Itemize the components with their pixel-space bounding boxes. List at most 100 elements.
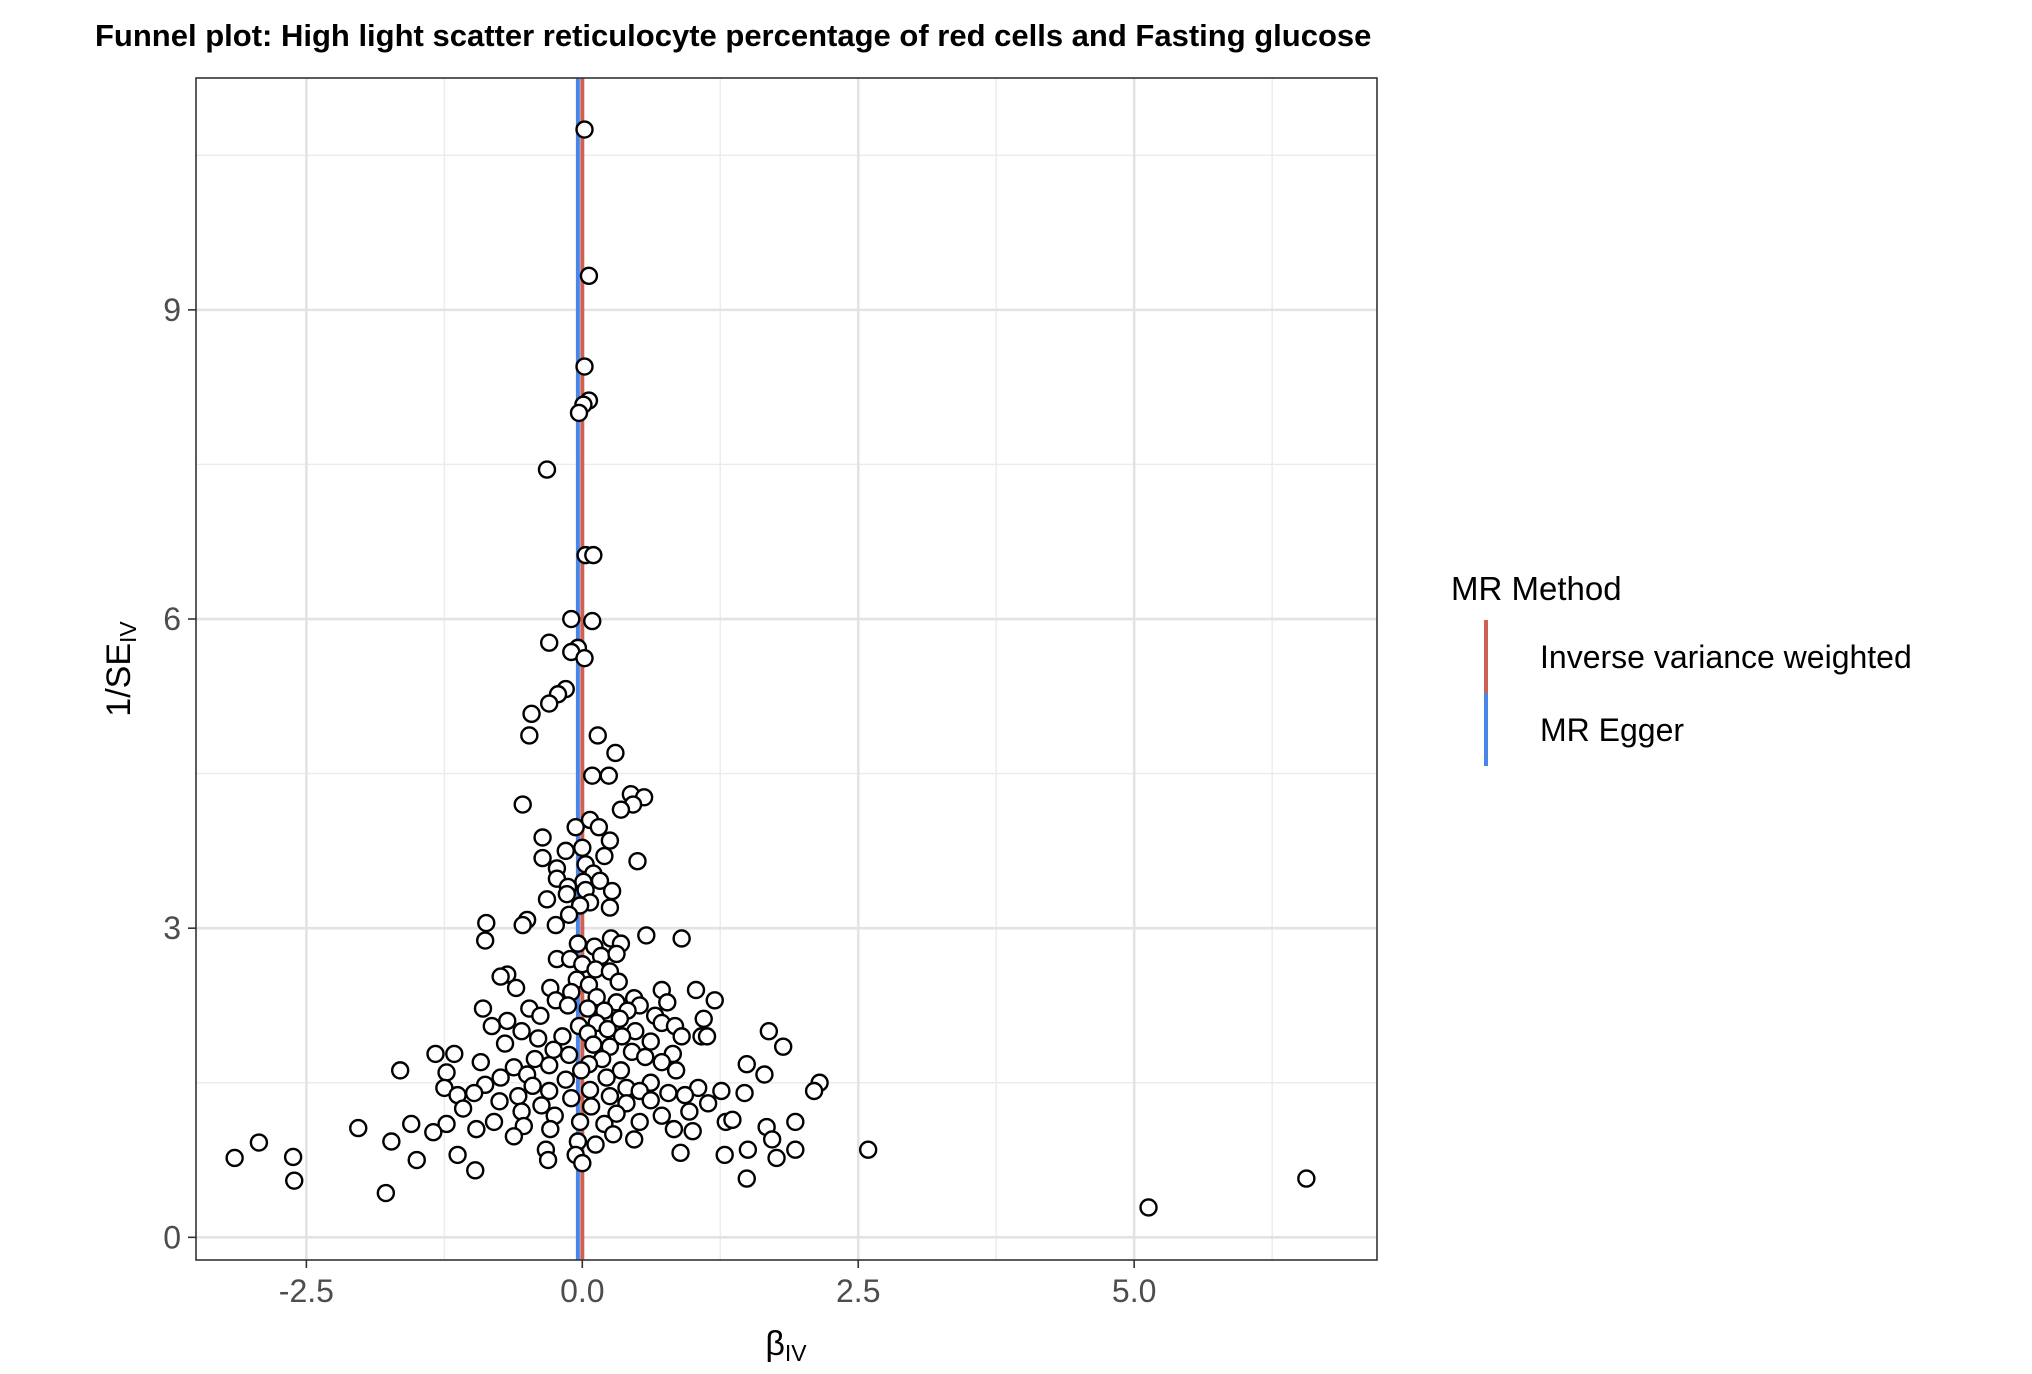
data-point — [390, 1061, 410, 1080]
data-point — [652, 1106, 671, 1125]
x-axis-title-subscript: IV — [785, 1340, 807, 1366]
data-point — [225, 1148, 244, 1168]
data-point — [786, 1112, 805, 1132]
data-point — [562, 609, 581, 629]
data-point — [424, 1123, 443, 1142]
data-point — [683, 1121, 702, 1141]
data-point — [382, 1132, 401, 1151]
data-point — [675, 1085, 695, 1105]
data-point — [583, 611, 602, 631]
data-point — [531, 1006, 550, 1025]
data-point — [556, 1070, 575, 1089]
data-point — [672, 929, 691, 948]
data-point — [664, 1119, 684, 1139]
data-point — [759, 1022, 779, 1041]
data-point — [539, 1056, 559, 1075]
data-point — [762, 1130, 782, 1149]
data-point — [672, 1027, 691, 1046]
data-point — [541, 1119, 560, 1139]
data-point — [495, 1034, 515, 1053]
data-point — [426, 1044, 445, 1064]
data-point — [491, 967, 510, 986]
data-point — [558, 996, 578, 1015]
y-axis: 0 3 6 9 — [163, 292, 196, 1255]
data-point — [590, 871, 610, 890]
data-point — [513, 795, 532, 814]
data-point — [537, 460, 557, 479]
y-tick-label: 9 — [163, 292, 181, 328]
data-point — [575, 648, 594, 668]
data-point — [573, 1153, 592, 1173]
x-axis: -2.5 0.0 2.5 5.0 — [279, 1260, 1156, 1309]
data-point — [484, 1112, 504, 1132]
data-point — [858, 1140, 878, 1159]
data-point — [283, 1147, 303, 1167]
data-point — [553, 1027, 572, 1046]
data-point — [506, 978, 526, 998]
data-point — [475, 931, 495, 950]
data-point — [580, 1080, 600, 1100]
data-point — [491, 1068, 510, 1087]
data-point — [528, 1029, 548, 1048]
data-point — [586, 1135, 605, 1154]
data-point — [694, 1009, 713, 1029]
data-point — [773, 1037, 793, 1056]
plot-border — [195, 77, 1378, 1261]
data-point — [609, 972, 628, 991]
data-point — [504, 1127, 524, 1146]
data-point — [671, 1143, 690, 1163]
data-point — [568, 934, 588, 953]
data-point — [533, 828, 552, 847]
x-tick-label: 5.0 — [1112, 1273, 1156, 1309]
data-point — [715, 1145, 734, 1165]
data-point — [532, 1096, 551, 1115]
data-point — [658, 993, 677, 1012]
data-point — [513, 915, 532, 935]
data-point — [569, 403, 589, 423]
data-point — [464, 1083, 484, 1103]
x-axis-title-main: β — [765, 1325, 785, 1363]
data-point — [539, 1081, 559, 1101]
x-axis-title: βIV — [765, 1325, 807, 1366]
data-point — [523, 1076, 542, 1096]
data-point — [471, 1052, 490, 1072]
data-point — [680, 1102, 699, 1121]
y-axis-title-main: 1/SE — [100, 643, 138, 717]
data-point — [659, 1083, 678, 1103]
plot-background — [196, 78, 1377, 1260]
data-point — [402, 1114, 421, 1134]
data-point — [641, 1032, 660, 1051]
data-point — [376, 1183, 396, 1203]
data-point — [249, 1133, 269, 1152]
data-point — [482, 1016, 502, 1036]
data-point — [738, 1140, 758, 1159]
data-point — [686, 980, 706, 1000]
data-point — [611, 800, 631, 819]
scatter-points — [225, 120, 1316, 1217]
data-point — [448, 1145, 467, 1165]
data-point — [556, 841, 575, 861]
data-point — [477, 913, 496, 933]
x-tick-label: 2.5 — [836, 1273, 880, 1309]
data-point — [600, 1086, 620, 1106]
data-point — [581, 1097, 601, 1116]
data-point — [666, 1061, 686, 1080]
grid-minor — [196, 78, 1377, 1260]
data-point — [598, 1019, 617, 1039]
data-point — [600, 831, 620, 850]
data-point — [589, 817, 609, 837]
data-point — [349, 1118, 368, 1138]
legend-title: MR Method — [1451, 570, 1622, 607]
y-tick-label: 6 — [163, 601, 181, 637]
data-point — [652, 1052, 671, 1072]
data-point — [467, 1119, 486, 1139]
data-point — [533, 848, 552, 868]
data-point — [735, 1083, 754, 1103]
data-point — [767, 1148, 786, 1168]
data-point — [712, 1081, 731, 1101]
legend: MR Method Inverse variance weighted MR E… — [1451, 570, 1912, 766]
data-point — [602, 881, 622, 901]
data-point — [557, 884, 577, 904]
data-point — [607, 1104, 626, 1123]
y-axis-title-subscript: IV — [115, 621, 141, 643]
